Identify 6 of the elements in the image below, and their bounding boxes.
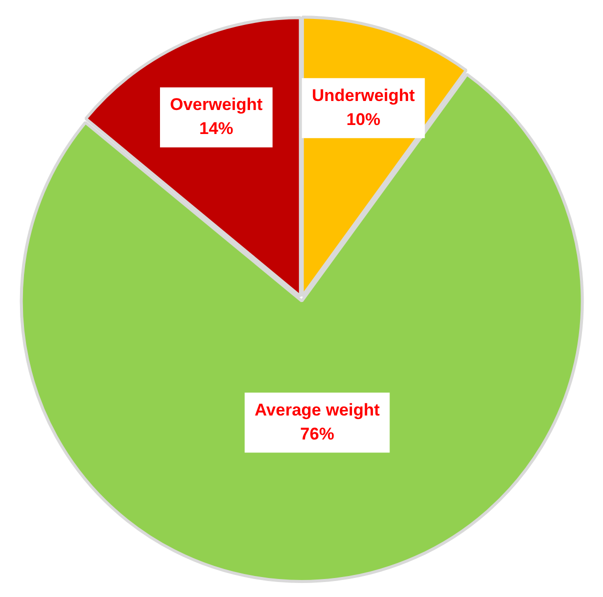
data-label: 14% — [199, 119, 234, 138]
slice-label: Average weight — [254, 400, 380, 420]
data-label: 10% — [346, 110, 380, 129]
slice-label: Underweight — [312, 86, 416, 105]
slice-label: Overweight — [170, 95, 263, 114]
data-label: 76% — [300, 424, 334, 444]
